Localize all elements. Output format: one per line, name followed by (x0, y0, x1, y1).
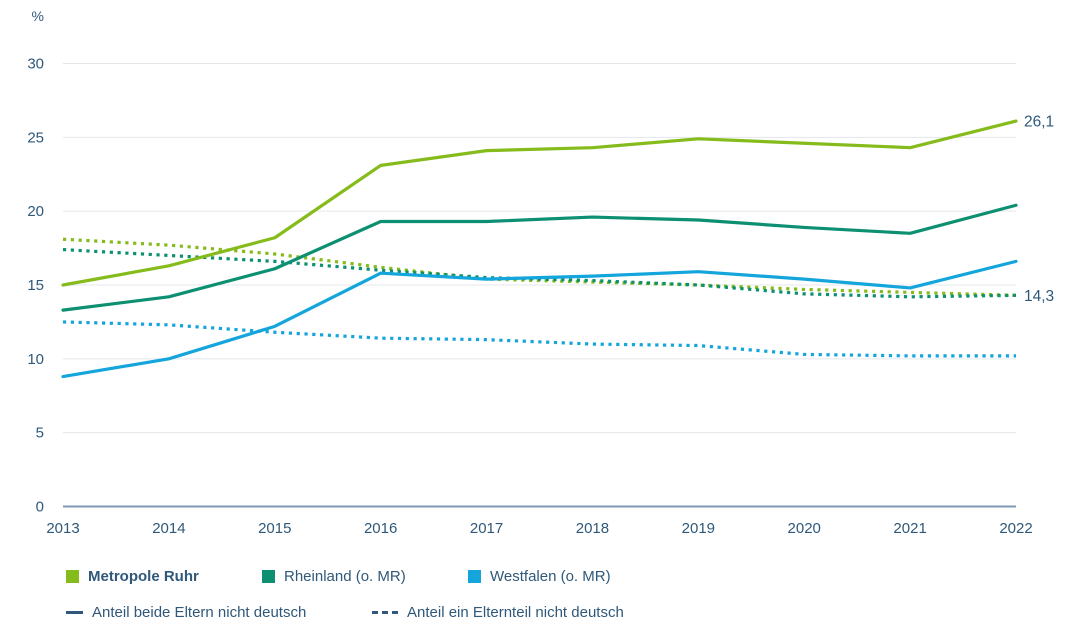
legend-item-westfalen: Westfalen (o. MR) (468, 569, 611, 584)
x-tick-label: 2018 (576, 520, 609, 537)
legend-label: Westfalen (o. MR) (490, 568, 611, 585)
x-tick-label: 2022 (999, 520, 1032, 537)
x-tick-label: 2021 (893, 520, 926, 537)
legend-item-solid-style: Anteil beide Eltern nicht deutsch (66, 605, 306, 620)
legend-label: Anteil ein Elternteil nicht deutsch (407, 604, 624, 621)
westfalen-swatch (468, 570, 481, 583)
y-tick-label: 25 (27, 129, 44, 146)
y-axis-unit-label: % (32, 8, 44, 24)
rheinland-swatch (262, 570, 275, 583)
series-dotted-westfalen-o-mr (62, 320, 1016, 358)
legend-item-dotted-style: Anteil ein Elternteil nicht deutsch (372, 605, 624, 620)
x-tick-label: 2019 (682, 520, 715, 537)
legend-item-rheinland: Rheinland (o. MR) (262, 569, 406, 584)
chart-canvas: % 0 5 10 15 20 25 30 2013 2014 2015 2016 2017 2018 201… (27, 8, 1054, 537)
legend-label: Anteil beide Eltern nicht deutsch (92, 604, 307, 621)
y-tick-label: 20 (27, 203, 44, 220)
y-tick-label: 5 (36, 425, 44, 442)
y-tick-label: 0 (36, 499, 44, 516)
x-tick-label: 2017 (470, 520, 503, 537)
legend-label: Metropole Ruhr (88, 568, 199, 585)
x-tick-label: 2016 (364, 520, 397, 537)
line-chart: % 0 5 10 15 20 25 30 2013 2014 2015 2016 2017 2018 201… (27, 8, 1054, 537)
end-value-label: 14,3 (1024, 288, 1054, 305)
series-solid-rheinland-o-mr (61, 203, 1018, 312)
series-solid-metropole-ruhr (61, 119, 1018, 287)
y-tick-label: 15 (27, 277, 44, 294)
metropole-ruhr-swatch (66, 570, 79, 583)
legend-label: Rheinland (o. MR) (284, 568, 406, 585)
legend-item-metropole-ruhr: Metropole Ruhr (66, 569, 199, 584)
end-value-label: 26,1 (1024, 114, 1054, 131)
solid-line-icon (66, 611, 83, 614)
x-tick-label: 2013 (46, 520, 79, 537)
x-tick-label: 2015 (258, 520, 291, 537)
y-tick-label: 30 (27, 56, 44, 73)
series-solid-westfalen-o-mr (61, 259, 1018, 379)
dotted-line-icon (372, 611, 398, 614)
x-tick-label: 2014 (152, 520, 185, 537)
y-tick-label: 10 (27, 351, 44, 368)
x-tick-label: 2020 (788, 520, 821, 537)
